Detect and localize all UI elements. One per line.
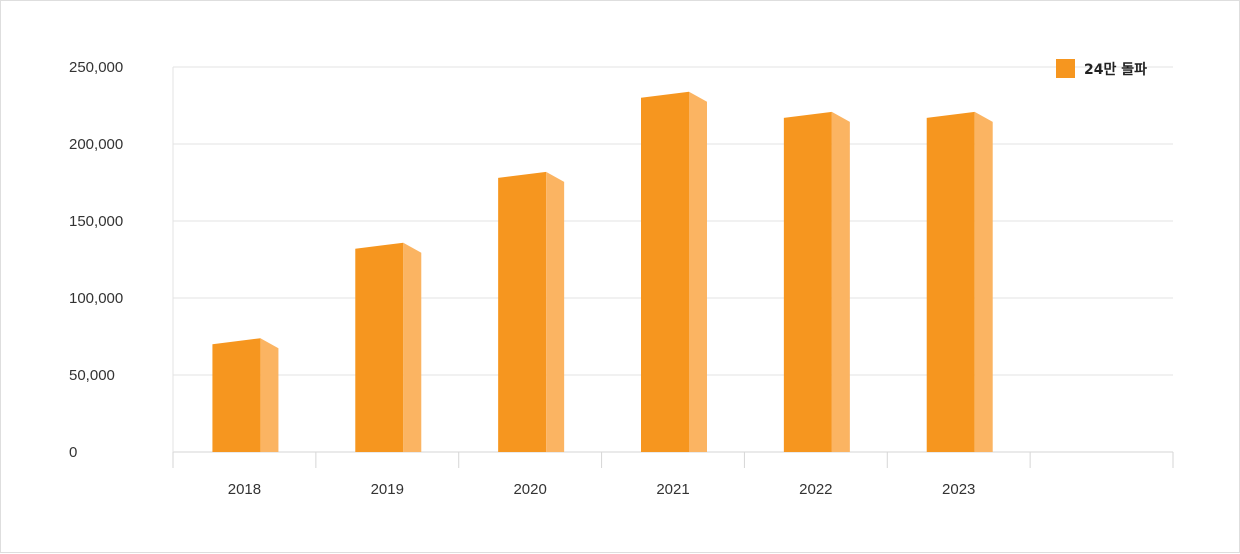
bar-front-face bbox=[783, 111, 832, 452]
bar-2019 bbox=[355, 242, 422, 452]
x-tick-label: 2020 bbox=[513, 481, 546, 498]
bar-side-face bbox=[974, 111, 993, 452]
bar-side-face bbox=[546, 171, 565, 452]
y-tick-label: 100,000 bbox=[69, 290, 123, 307]
bar-2020 bbox=[498, 171, 565, 452]
bar-side-face bbox=[260, 338, 279, 452]
x-tick-label: 2018 bbox=[228, 481, 261, 498]
bar-2023 bbox=[926, 111, 993, 452]
y-tick-label: 0 bbox=[69, 444, 77, 461]
bar-2021 bbox=[641, 91, 707, 453]
y-tick-label: 50,000 bbox=[69, 367, 115, 384]
bar-side-face bbox=[689, 91, 707, 453]
legend-label: 24만 돌파 bbox=[1084, 62, 1147, 78]
bar-side-face bbox=[831, 111, 850, 452]
bar-side-face bbox=[403, 242, 422, 452]
x-tick-label: 2021 bbox=[656, 481, 689, 498]
y-tick-label: 150,000 bbox=[69, 213, 123, 230]
bar-front-face bbox=[498, 171, 547, 452]
bars bbox=[212, 91, 993, 453]
bar-2022 bbox=[783, 111, 850, 452]
legend-swatch bbox=[1056, 59, 1075, 78]
y-tick-label: 250,000 bbox=[69, 59, 123, 76]
x-tick-label: 2019 bbox=[371, 481, 404, 498]
bar-2018 bbox=[212, 338, 279, 452]
y-axis-ticks: 0 50,000 100,000 150,000 200,000 250,000 bbox=[69, 59, 123, 461]
bar-front-face bbox=[355, 242, 404, 452]
bar-front-face bbox=[212, 338, 261, 452]
y-tick-label: 200,000 bbox=[69, 136, 123, 153]
bar-front-face bbox=[641, 91, 689, 453]
legend: 24만 돌파 bbox=[1056, 59, 1147, 78]
x-tick-label: 2023 bbox=[942, 481, 975, 498]
bar-front-face bbox=[926, 111, 975, 452]
x-tick-label: 2022 bbox=[799, 481, 832, 498]
